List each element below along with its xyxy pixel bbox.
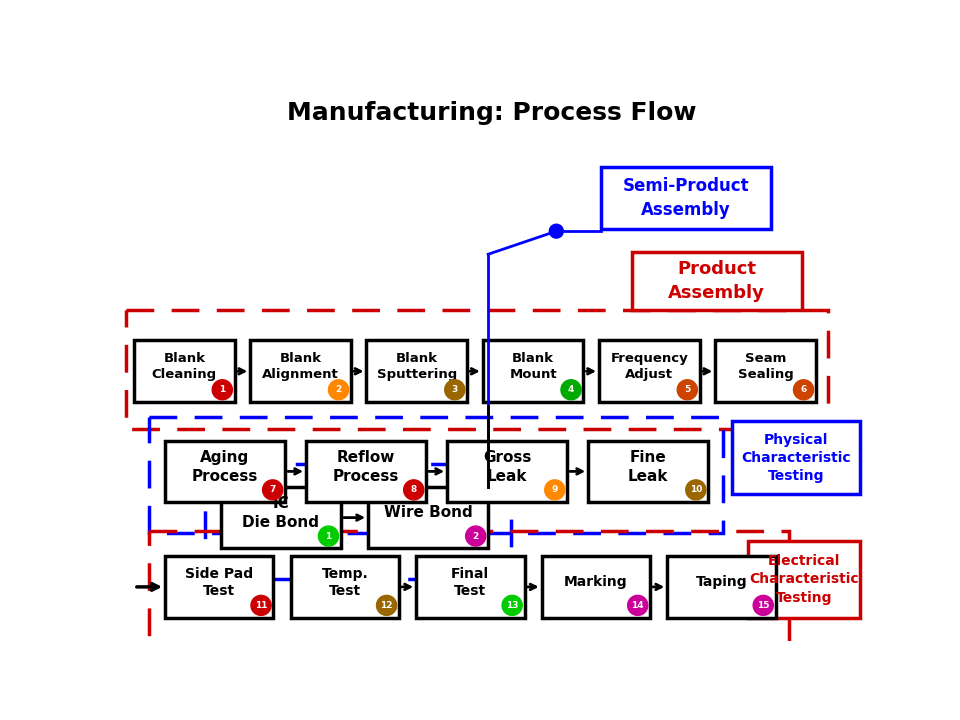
Text: Electrical
Characteristic
Testing: Electrical Characteristic Testing (749, 554, 859, 605)
Text: Marking: Marking (564, 575, 628, 589)
Circle shape (628, 595, 648, 616)
Text: Semi-Product
Assembly: Semi-Product Assembly (622, 177, 749, 219)
Text: 9: 9 (552, 485, 558, 495)
Text: Product
Assembly: Product Assembly (668, 260, 765, 302)
Bar (291, 556, 399, 618)
Text: Aging
Process: Aging Process (192, 450, 258, 484)
Text: Wire Bond: Wire Bond (384, 505, 472, 521)
Text: 13: 13 (506, 601, 518, 610)
Circle shape (549, 224, 564, 238)
Text: Temp.
Test: Temp. Test (322, 567, 368, 598)
Circle shape (376, 595, 396, 616)
Text: Blank
Mount: Blank Mount (509, 352, 557, 381)
Circle shape (251, 595, 271, 616)
Bar (601, 167, 771, 229)
Circle shape (754, 595, 774, 616)
Text: 12: 12 (380, 601, 393, 610)
Text: Seam
Sealing: Seam Sealing (737, 352, 794, 381)
Bar (251, 341, 351, 402)
Text: Blank
Alignment: Blank Alignment (262, 352, 339, 381)
Circle shape (328, 379, 348, 400)
Circle shape (319, 526, 339, 546)
Text: 5: 5 (684, 385, 690, 395)
Bar (367, 341, 468, 402)
Text: 2: 2 (472, 531, 479, 541)
Text: Frequency
Adjust: Frequency Adjust (611, 352, 688, 381)
Text: 10: 10 (689, 485, 702, 495)
Bar (748, 541, 860, 618)
Bar (715, 341, 816, 402)
Bar (134, 341, 234, 402)
Text: IC
Die Bond: IC Die Bond (242, 496, 320, 530)
Text: 2: 2 (335, 385, 342, 395)
Circle shape (444, 379, 465, 400)
Circle shape (263, 480, 283, 500)
Circle shape (212, 379, 232, 400)
Bar (447, 441, 567, 502)
Text: 15: 15 (757, 601, 770, 610)
Text: 1: 1 (219, 385, 226, 395)
Text: Fine
Leak: Fine Leak (628, 450, 668, 484)
Text: Reflow
Process: Reflow Process (333, 450, 399, 484)
Bar (150, 531, 789, 643)
Text: 1: 1 (325, 531, 331, 541)
Bar (588, 441, 708, 502)
Bar (126, 310, 828, 429)
Circle shape (677, 379, 697, 400)
Circle shape (561, 379, 581, 400)
Bar (165, 556, 274, 618)
Circle shape (502, 595, 522, 616)
Text: Blank
Cleaning: Blank Cleaning (152, 352, 217, 381)
Text: 11: 11 (254, 601, 267, 610)
Text: 14: 14 (632, 601, 644, 610)
Bar (483, 341, 584, 402)
Bar (221, 487, 341, 549)
Bar (732, 421, 860, 495)
Bar (368, 487, 488, 549)
Text: Gross
Leak: Gross Leak (483, 450, 531, 484)
Text: 8: 8 (411, 485, 417, 495)
Circle shape (794, 379, 814, 400)
Bar (416, 556, 524, 618)
Bar (667, 556, 776, 618)
Text: Manufacturing: Process Flow: Manufacturing: Process Flow (287, 102, 697, 125)
Text: Physical
Characteristic
Testing: Physical Characteristic Testing (741, 433, 851, 483)
Bar (541, 556, 650, 618)
Bar (306, 441, 426, 502)
Circle shape (466, 526, 486, 546)
Circle shape (685, 480, 706, 500)
Text: 7: 7 (270, 485, 276, 495)
Text: Blank
Sputtering: Blank Sputtering (376, 352, 457, 381)
Bar (205, 464, 512, 579)
Text: Final
Test: Final Test (451, 567, 490, 598)
Text: 6: 6 (801, 385, 806, 395)
Circle shape (403, 480, 423, 500)
Bar (165, 441, 285, 502)
Text: 4: 4 (568, 385, 574, 395)
Bar (599, 341, 700, 402)
Text: 3: 3 (451, 385, 458, 395)
Bar (150, 418, 723, 533)
Circle shape (544, 480, 564, 500)
Text: Taping: Taping (696, 575, 747, 589)
Bar (632, 252, 802, 310)
Text: Side Pad
Test: Side Pad Test (185, 567, 253, 598)
